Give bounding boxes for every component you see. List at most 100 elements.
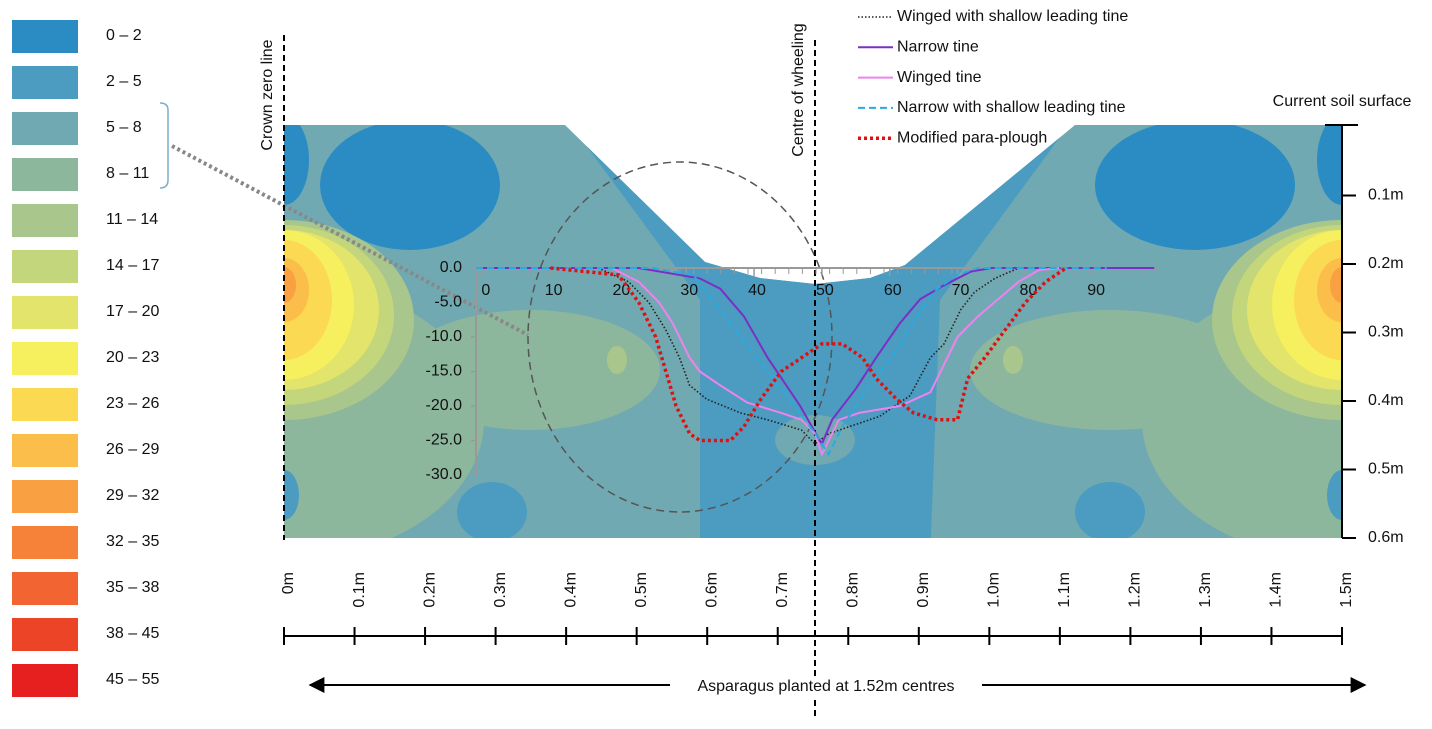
label-bg [670,676,982,696]
x-tick-label: 1.0m [986,572,1003,608]
legend-label: Narrow with shallow leading tine [897,99,1126,116]
y-tick-label: -20.0 [426,397,463,414]
legend-swatch [12,250,78,283]
x-tick-label: 0m [280,572,297,594]
contour-band [457,482,527,538]
legend-label: 35 – 38 [106,579,159,596]
x-tick-label: 70 [952,282,970,299]
x-tick-label: 0.4m [562,572,579,608]
x-tick-label: 10 [545,282,563,299]
x-tick-label: 0.1m [351,572,368,608]
legend-label: 20 – 23 [106,349,159,366]
y-tick-label: 0.4m [1368,392,1404,409]
annotation: Centre of wheeling [790,23,807,156]
contour-band [284,267,296,303]
contour-band [1294,240,1342,360]
x-tick-label: 0 [481,282,490,299]
legend-swatch [12,572,78,605]
legend-swatch [12,664,78,697]
x-tick-label: 90 [1087,282,1105,299]
contour-band [1330,267,1342,303]
legend-label: 26 – 29 [106,441,159,458]
series-line [550,266,1067,443]
zoom-circle [527,161,833,513]
x-tick-label: 50 [816,282,834,299]
contour-band [1317,258,1342,322]
x-tick-label: 0.8m [844,572,861,608]
x-tick-label: 40 [748,282,766,299]
overlay: Crown zero line Centre of wheeling Curre… [159,23,1412,720]
y-tick-label: 0.0 [440,259,462,276]
legend-label: 2 – 5 [106,73,142,90]
contour-band [1317,125,1342,205]
contour-band [284,258,309,322]
contour-band [1003,346,1023,374]
x-tick-label: 1.2m [1127,572,1144,608]
x-tick-label: 1.4m [1268,572,1285,608]
contour-band [1095,125,1295,250]
y-tick-label: -10.0 [426,328,463,345]
legend-label: 29 – 32 [106,487,159,504]
contour-band [607,346,627,374]
legend-swatch [12,158,78,191]
y-tick-label: 0.2m [1368,255,1404,272]
legend-label: 38 – 45 [106,625,159,642]
legend-swatch [12,20,78,53]
legend-label: 45 – 55 [106,671,159,688]
contour-map [284,125,1342,538]
x-tick-label: 80 [1019,282,1037,299]
x-tick-label: 1.3m [1197,572,1214,608]
series-line [597,267,1019,445]
legend-label: Winged with shallow leading tine [897,8,1128,25]
y-tick-label: -25.0 [426,432,463,449]
legend-swatch [12,618,78,651]
x-tick-label: 0.7m [774,572,791,608]
x-tick-label: 20 [613,282,631,299]
annotation: Current soil surface [1273,93,1412,110]
x-tick-label: 60 [884,282,902,299]
y-tick-label: 0.6m [1368,529,1404,546]
contour-band [1075,482,1145,538]
x-tick-label: 1.5m [1338,572,1355,608]
pointer-line [171,144,529,337]
x-tick-label: 0.2m [421,572,438,608]
contour-band [970,310,1250,430]
legend-label: 8 – 11 [106,165,149,182]
legend-swatch [12,526,78,559]
contour-band [320,125,500,250]
legend-swatch [12,434,78,467]
annotation: Crown zero line [259,39,276,150]
x-tick-label: 0.3m [492,572,509,608]
legend-swatch [12,66,78,99]
y-tick-label: -15.0 [426,363,463,380]
bracket [159,102,169,189]
contour-band [284,125,309,205]
y-tick-label: -30.0 [426,466,463,483]
legend-label: 5 – 8 [106,119,142,136]
legend-label: 11 – 14 [106,211,158,228]
legend-label: 32 – 35 [106,533,159,550]
legend-label: Winged tine [897,69,982,86]
y-tick-label: -5.0 [434,294,462,311]
legend-swatch [12,342,78,375]
x-tick-label: 1.1m [1056,572,1073,608]
legend-label: 14 – 17 [106,257,159,274]
contour-band [284,240,332,360]
x-tick-label: 0.9m [915,572,932,608]
legend-label: 23 – 26 [106,395,159,412]
contour-band [284,470,299,520]
legend-swatch [12,112,78,145]
legend-swatch [12,204,78,237]
legend-swatch [12,388,78,421]
x-tick-label: 0.5m [633,572,650,608]
legend-swatch [12,296,78,329]
y-tick-label: 0.5m [1368,461,1404,478]
annotation: Asparagus planted at 1.52m centres [697,678,954,695]
x-tick-label: 0.6m [703,572,720,608]
y-tick-label: 0.3m [1368,324,1404,341]
legend-label: 0 – 2 [106,27,142,44]
contour-band [1327,470,1342,520]
series-line [482,267,1155,447]
